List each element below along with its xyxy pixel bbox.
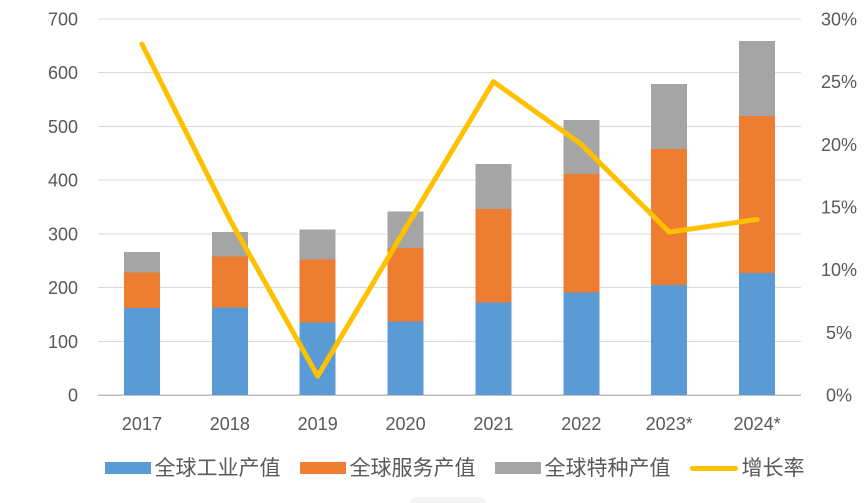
- legend-item: 全球特种产值: [494, 456, 671, 480]
- primary-y-axis-label: 100: [48, 332, 78, 352]
- legend-item: 全球工业产值: [104, 456, 281, 480]
- legend-label: 增长率: [741, 456, 805, 480]
- stacked-bar-segment: [739, 41, 776, 117]
- stacked-bar-segment: [299, 259, 336, 323]
- legend-item: 全球服务产值: [299, 456, 476, 480]
- cropped-bottom-element: [410, 497, 486, 503]
- stacked-bar-segment: [211, 256, 248, 308]
- legend-label: 全球特种产值: [544, 456, 671, 480]
- legend-color-swatch: [104, 462, 151, 474]
- primary-y-axis-label: 700: [48, 10, 78, 30]
- stacked-bar-segment: [475, 164, 512, 210]
- combo-chart-plot: 0 100 200 300 400 500 600 700 0% 5% 10% 15% 20% 25% 30…: [48, 10, 857, 435]
- stacked-bar-segment: [475, 209, 512, 303]
- primary-y-axis-label: 400: [48, 171, 78, 191]
- stacked-bar-segment: [651, 284, 688, 395]
- stacked-bar-segment: [123, 252, 160, 273]
- x-axis-label: 2017: [122, 414, 162, 434]
- chart-legend: 全球工业产值 全球服务产值 全球特种产值 增长率: [0, 448, 865, 488]
- legend-color-swatch: [494, 462, 541, 474]
- x-axis-label: 2023*: [646, 414, 693, 434]
- primary-y-axis-label: 600: [48, 63, 78, 83]
- secondary-y-axis-label: 20%: [821, 135, 857, 155]
- primary-y-axis-label: 300: [48, 224, 78, 244]
- stacked-bar-segment: [387, 247, 424, 322]
- secondary-y-axis-label: 0%: [826, 386, 852, 406]
- legend-item: 增长率: [689, 456, 805, 480]
- stacked-bar-segment: [739, 116, 776, 274]
- legend-line-swatch: [689, 465, 738, 471]
- secondary-y-axis-label: 10%: [821, 260, 857, 280]
- stacked-bar-segment: [123, 307, 160, 395]
- legend-label: 全球服务产值: [349, 456, 476, 480]
- stacked-bar-segment: [563, 292, 600, 395]
- stacked-bar-segment: [387, 321, 424, 395]
- primary-y-axis-label: 200: [48, 278, 78, 298]
- stacked-bar-segment: [475, 302, 512, 395]
- x-axis-label: 2020: [386, 414, 426, 434]
- x-axis-label: 2019: [298, 414, 338, 434]
- x-axis-label: 2021: [473, 414, 513, 434]
- primary-y-axis-label: 500: [48, 117, 78, 137]
- x-axis-label: 2022: [561, 414, 601, 434]
- secondary-y-axis-label: 25%: [821, 72, 857, 92]
- secondary-y-axis-label: 5%: [826, 323, 852, 343]
- x-axis-label: 2018: [210, 414, 250, 434]
- growth-rate-line: [139, 41, 760, 379]
- legend-color-swatch: [299, 462, 346, 474]
- legend-label: 全球工业产值: [154, 456, 281, 480]
- secondary-y-axis-label: 15%: [821, 198, 857, 218]
- stacked-bar-segment: [123, 272, 160, 308]
- stacked-bar-segment: [211, 307, 248, 395]
- x-axis-label: 2024*: [734, 414, 781, 434]
- primary-y-axis-label: 0: [68, 386, 78, 406]
- stacked-bar-segment: [739, 273, 776, 395]
- stacked-bar-segment: [299, 229, 336, 260]
- secondary-y-axis-label: 30%: [821, 10, 857, 30]
- stacked-bar-segment: [651, 83, 688, 149]
- stacked-bar-segment: [563, 174, 600, 293]
